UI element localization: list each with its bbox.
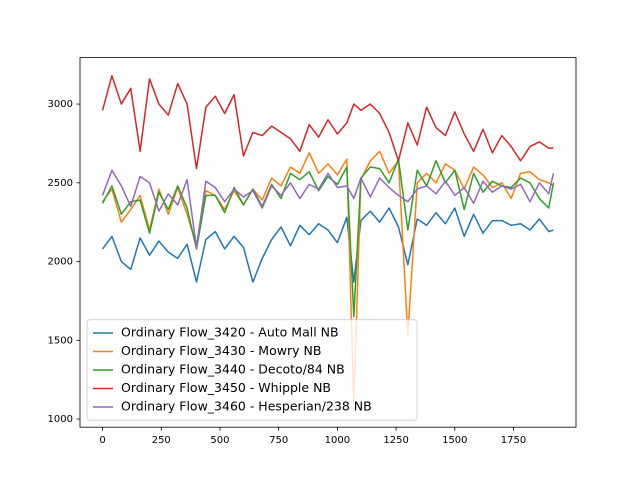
y-tick-label: 1000 — [48, 414, 73, 425]
plot-frame — [79, 57, 577, 428]
series-line — [101, 207, 554, 283]
legend-label: Ordinary Flow_3450 - Whipple NB — [121, 380, 331, 395]
x-tick-label: 1250 — [383, 435, 408, 446]
x-tick-label: 0 — [99, 435, 105, 446]
y-tick-label: 3000 — [48, 99, 73, 110]
x-tick-label: 750 — [269, 435, 288, 446]
legend-label: Ordinary Flow_3420 - Auto Mall NB — [121, 324, 339, 339]
x-tick-label: 1000 — [325, 435, 350, 446]
legend-label: Ordinary Flow_3440 - Decoto/84 NB — [121, 361, 345, 376]
x-tick-label: 1750 — [501, 435, 526, 446]
x-tick-label: 1500 — [442, 435, 467, 446]
y-tick-label: 1500 — [48, 335, 73, 346]
y-tick-label: 2500 — [48, 178, 73, 189]
x-tick-label: 500 — [210, 435, 229, 446]
series-line — [101, 150, 554, 405]
legend-label: Ordinary Flow_3430 - Mowry NB — [121, 343, 321, 358]
legend: Ordinary Flow_3420 - Auto Mall NB Ordinar… — [86, 319, 418, 421]
x-tick-label: 250 — [152, 435, 171, 446]
series-line — [101, 74, 554, 170]
legend-label: Ordinary Flow_3460 - Hesperian/238 NB — [121, 398, 372, 413]
series-line — [101, 169, 555, 249]
y-tick-label: 2000 — [48, 257, 73, 268]
legend-box — [86, 319, 418, 421]
